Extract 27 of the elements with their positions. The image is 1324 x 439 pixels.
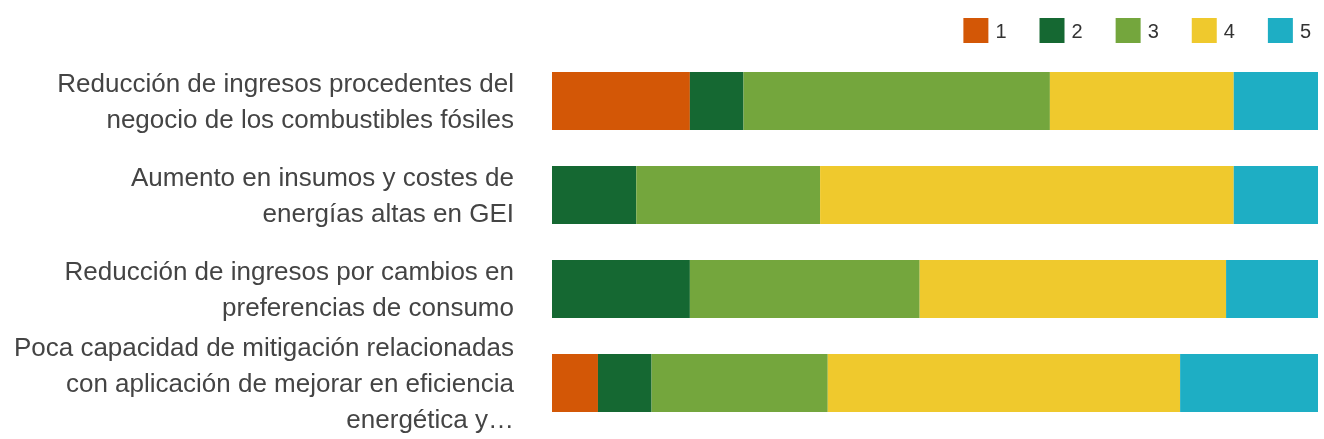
bar bbox=[1049, 72, 1234, 130]
bar bbox=[1233, 72, 1318, 130]
bar bbox=[552, 260, 690, 318]
legend-label: 5 bbox=[1299, 19, 1311, 42]
bar bbox=[919, 260, 1227, 318]
bar bbox=[743, 72, 1050, 130]
bar bbox=[820, 166, 1234, 224]
legend-label: 4 bbox=[1223, 19, 1235, 42]
bar bbox=[689, 72, 744, 130]
bar bbox=[1226, 260, 1318, 318]
y-tick-label: Reducción de ingresos procedentes del negocio de los combustibles fósiles bbox=[57, 68, 514, 134]
y-tick-label: Reducción de ingresos por cambios en preferencias de consumo bbox=[64, 256, 514, 322]
bar bbox=[1233, 166, 1318, 224]
bar bbox=[689, 260, 920, 318]
bar bbox=[597, 354, 652, 412]
legend-label: 1 bbox=[995, 19, 1007, 42]
bar bbox=[636, 166, 821, 224]
bar bbox=[827, 354, 1181, 412]
bar bbox=[552, 72, 690, 130]
y-tick-label: Poca capacidad de mitigación relacionadas con aplicación de mejorar en eficiencia energética y… bbox=[13, 332, 515, 434]
bar bbox=[651, 354, 828, 412]
bar bbox=[552, 166, 637, 224]
legend-label: 2 bbox=[1071, 19, 1083, 42]
bar bbox=[552, 354, 598, 412]
bar bbox=[1180, 354, 1318, 412]
y-tick-label: Aumento en insumos y costes de energías altas en GEI bbox=[131, 162, 514, 228]
legend-label: 3 bbox=[1147, 19, 1159, 42]
